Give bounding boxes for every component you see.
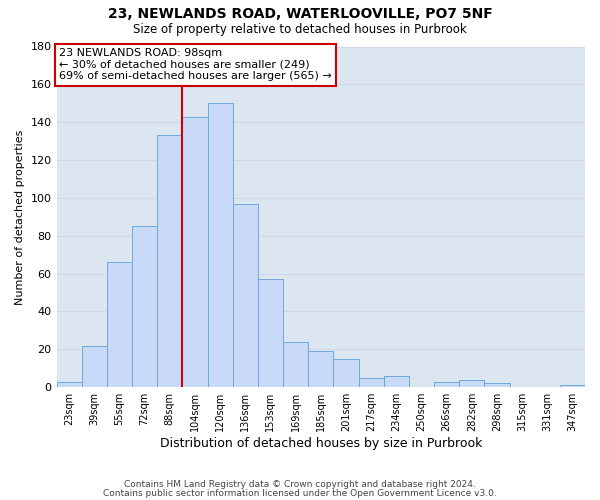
Bar	[182, 116, 208, 387]
Bar	[484, 384, 509, 387]
Text: 23 NEWLANDS ROAD: 98sqm
← 30% of detached houses are smaller (249)
69% of semi-d: 23 NEWLANDS ROAD: 98sqm ← 30% of detache…	[59, 48, 332, 82]
Bar	[359, 378, 383, 387]
Bar	[334, 359, 359, 387]
Y-axis label: Number of detached properties: Number of detached properties	[15, 129, 25, 304]
Bar	[560, 386, 585, 387]
Bar	[258, 280, 283, 387]
Bar	[132, 226, 157, 387]
Bar	[157, 136, 182, 387]
X-axis label: Distribution of detached houses by size in Purbrook: Distribution of detached houses by size …	[160, 437, 482, 450]
Bar	[459, 380, 484, 387]
Text: 23, NEWLANDS ROAD, WATERLOOVILLE, PO7 5NF: 23, NEWLANDS ROAD, WATERLOOVILLE, PO7 5N…	[107, 8, 493, 22]
Bar	[233, 204, 258, 387]
Bar	[434, 382, 459, 387]
Bar	[283, 342, 308, 387]
Bar	[383, 376, 409, 387]
Text: Contains public sector information licensed under the Open Government Licence v3: Contains public sector information licen…	[103, 488, 497, 498]
Text: Size of property relative to detached houses in Purbrook: Size of property relative to detached ho…	[133, 22, 467, 36]
Text: Contains HM Land Registry data © Crown copyright and database right 2024.: Contains HM Land Registry data © Crown c…	[124, 480, 476, 489]
Bar	[107, 262, 132, 387]
Bar	[82, 346, 107, 387]
Bar	[56, 382, 82, 387]
Bar	[208, 104, 233, 387]
Bar	[308, 351, 334, 387]
